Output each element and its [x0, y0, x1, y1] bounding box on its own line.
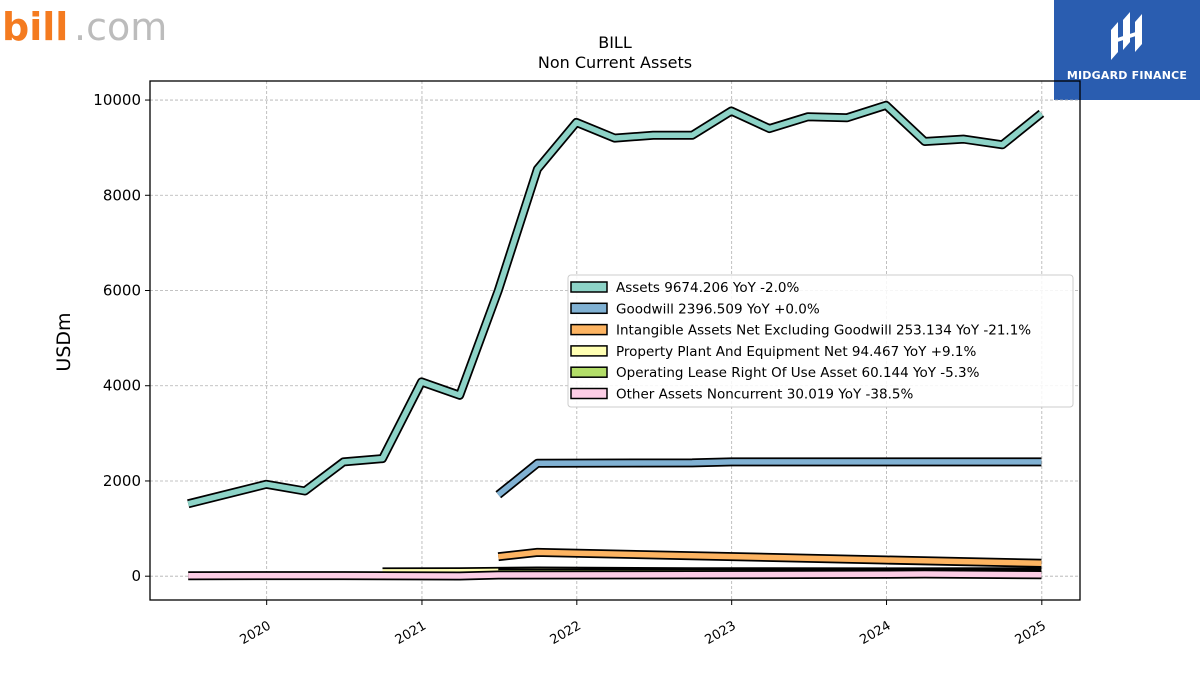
legend-label: Other Assets Noncurrent 30.019 YoY -38.5… [616, 387, 913, 403]
x-tick-label: 2025 [1013, 618, 1049, 648]
series-line-2 [497, 549, 1042, 567]
bill-logo-domain: .com [74, 5, 167, 49]
x-tick-label: 2023 [703, 618, 739, 648]
y-tick-label: 10000 [93, 91, 141, 109]
legend-label: Goodwill 2396.509 YoY +0.0% [616, 301, 820, 317]
legend: Assets 9674.206 YoY -2.0% Goodwill 2396.5… [567, 274, 1074, 408]
legend-swatch [570, 302, 608, 315]
bill-logo-graphic: bill .com [2, 5, 167, 49]
legend-label: Operating Lease Right Of Use Asset 60.14… [616, 365, 980, 381]
bill-logo: bill .com [0, 0, 175, 50]
legend-label: Assets 9674.206 YoY -2.0% [616, 280, 800, 296]
series-line-1 [496, 459, 1042, 497]
legend-label: Intangible Assets Net Excluding Goodwill… [616, 323, 1031, 339]
x-tick-label: 2021 [393, 618, 429, 648]
chart-subtitle: Non Current Assets [538, 53, 692, 72]
midgard-logo-icon [1111, 12, 1142, 60]
bill-logo-wordmark: bill [2, 5, 68, 49]
midgard-logo-text: MIDGARD FINANCE [1066, 69, 1188, 82]
plot-frame [149, 80, 1081, 601]
y-tick-label: 2000 [103, 472, 141, 490]
series-line-5 [188, 571, 1042, 579]
x-tick-label: 2022 [548, 618, 584, 648]
series-outline-1 [495, 457, 1042, 499]
midgard-finance-logo: MIDGARD FINANCE [1054, 0, 1200, 100]
series-line-0 [187, 102, 1044, 507]
legend-swatch [570, 323, 608, 336]
legend-swatch [570, 387, 608, 400]
legend-swatch [570, 345, 608, 357]
y-tick-label: 8000 [103, 186, 141, 204]
legend-swatch [570, 366, 608, 378]
series-lines [187, 100, 1045, 581]
y-axis-label: USDm [53, 312, 75, 371]
chart-title: BILL [598, 33, 632, 52]
legend-box [567, 274, 1074, 408]
legend-label: Property Plant And Equipment Net 94.467 … [616, 344, 976, 360]
y-tick-label: 6000 [103, 282, 141, 300]
legend-swatch [570, 281, 608, 293]
y-tick-label: 4000 [103, 377, 141, 395]
x-tick-label: 2024 [857, 618, 893, 648]
x-tick-label: 2020 [238, 618, 274, 648]
y-tick-label: 0 [131, 567, 141, 585]
